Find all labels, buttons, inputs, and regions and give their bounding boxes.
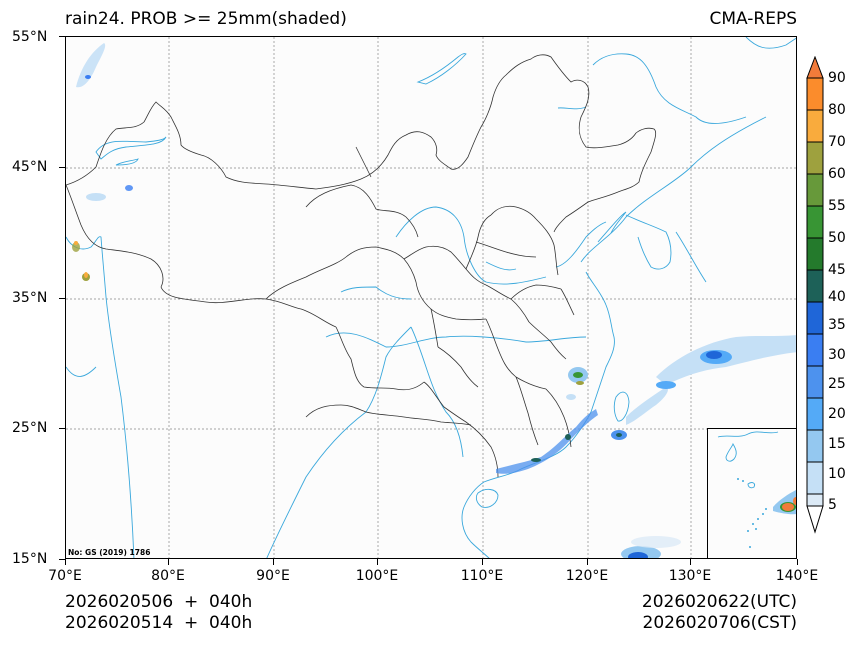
x-tick-label: 110°E bbox=[460, 568, 504, 584]
x-tick-label: 120°E bbox=[565, 568, 609, 584]
x-tick bbox=[690, 559, 691, 565]
colorbar-label: 90 bbox=[828, 70, 846, 86]
map-approval-number: No: GS (2019) 1786 bbox=[68, 548, 151, 557]
x-tick bbox=[587, 559, 588, 565]
model-name: CMA-REPS bbox=[709, 9, 797, 29]
init-time-line-2: 2026020514 + 040h bbox=[65, 613, 253, 633]
valid-time-block: 2026020622(UTC) 2026020706(CST) bbox=[642, 592, 797, 634]
x-tick bbox=[797, 559, 798, 565]
x-tick bbox=[65, 559, 66, 565]
y-tick-label: 35°N bbox=[12, 290, 48, 306]
y-tick bbox=[59, 559, 65, 560]
gridlines bbox=[66, 37, 796, 558]
y-tick bbox=[59, 298, 65, 299]
y-tick-label: 25°N bbox=[12, 420, 48, 436]
boundaries bbox=[66, 54, 657, 478]
coastlines bbox=[66, 37, 796, 558]
y-tick-label: 45°N bbox=[12, 159, 48, 175]
x-tick-label: 140°E bbox=[775, 568, 819, 584]
colorbar-label: 60 bbox=[828, 166, 846, 182]
map-canvas bbox=[66, 37, 796, 558]
colorbar-label: 15 bbox=[828, 436, 846, 452]
x-tick bbox=[377, 559, 378, 565]
south-china-sea-inset bbox=[707, 428, 797, 559]
colorbar-label: 25 bbox=[828, 376, 846, 392]
colorbar-label: 40 bbox=[828, 289, 846, 305]
valid-time-cst: 2026020706(CST) bbox=[642, 613, 797, 633]
x-tick-label: 70°E bbox=[48, 568, 82, 584]
colorbar-label: 35 bbox=[828, 317, 846, 333]
colorbar-label: 55 bbox=[828, 198, 846, 214]
init-time-line-1: 2026020506 + 040h bbox=[65, 592, 253, 612]
colorbar-label: 80 bbox=[828, 102, 846, 118]
x-tick-label: 100°E bbox=[355, 568, 399, 584]
chart-title: rain24. PROB >= 25mm(shaded) bbox=[65, 9, 347, 29]
x-tick-label: 130°E bbox=[668, 568, 712, 584]
map-plot-area bbox=[65, 36, 797, 559]
colorbar-label: 5 bbox=[828, 497, 837, 513]
init-time-block: 2026020506 + 040h 2026020514 + 040h bbox=[65, 592, 252, 634]
y-tick bbox=[59, 36, 65, 37]
y-tick-label: 55°N bbox=[12, 29, 48, 45]
colorbar-label: 10 bbox=[828, 466, 846, 482]
colorbar-label: 45 bbox=[828, 262, 846, 278]
colorbar-label: 30 bbox=[828, 347, 846, 363]
colorbar-label: 70 bbox=[828, 134, 846, 150]
colorbar-graphic bbox=[806, 56, 824, 534]
x-tick bbox=[273, 559, 274, 565]
x-tick-label: 90°E bbox=[256, 568, 290, 584]
colorbar-label: 20 bbox=[828, 406, 846, 422]
y-tick bbox=[59, 167, 65, 168]
y-tick-label: 15°N bbox=[12, 551, 48, 567]
x-tick bbox=[482, 559, 483, 565]
precip-shading bbox=[72, 43, 796, 558]
y-tick bbox=[59, 428, 65, 429]
x-tick bbox=[168, 559, 169, 565]
inset-map bbox=[717, 431, 796, 548]
valid-time-utc: 2026020622(UTC) bbox=[641, 592, 797, 612]
colorbar-label: 50 bbox=[828, 230, 846, 246]
x-tick-label: 80°E bbox=[151, 568, 185, 584]
